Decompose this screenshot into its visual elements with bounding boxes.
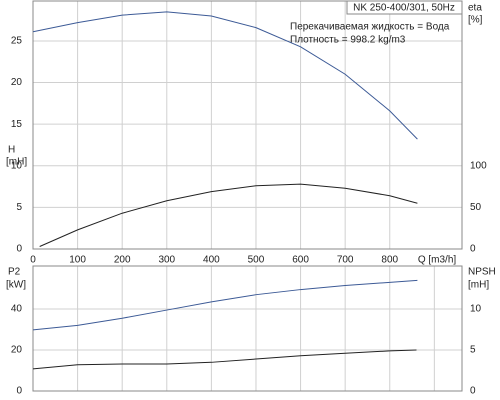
y-tick-label: 25 <box>11 36 23 47</box>
y-tick-label: 5 <box>16 202 22 213</box>
chart-title: NK 250-400/301, 50Hz <box>353 3 455 14</box>
y-axis-unit: [kW] <box>6 280 26 291</box>
y-tick-label: 20 <box>11 345 23 356</box>
y2-tick-label: 100 <box>470 160 487 171</box>
x-tick-label: 400 <box>203 255 220 266</box>
y-axis-label: P2 <box>8 267 21 278</box>
curve <box>32 349 417 370</box>
x-tick-label: 500 <box>248 255 265 266</box>
plot-frame <box>32 0 463 250</box>
x-tick-label: 100 <box>69 255 86 266</box>
y2-tick-label: 10 <box>470 304 482 315</box>
title-box <box>346 0 463 15</box>
x-tick-label: 200 <box>114 255 131 266</box>
y-axis-unit: [mH] <box>6 157 27 168</box>
y-axis-label: H <box>8 145 15 156</box>
curve <box>32 279 418 331</box>
y2-tick-label: 0 <box>470 386 476 397</box>
plot-frame <box>32 265 463 392</box>
y2-axis-unit: [mH] <box>468 280 489 291</box>
x-axis-label: Q [m3/h] <box>418 255 457 266</box>
curve <box>39 183 418 247</box>
y-tick-label: 0 <box>16 386 22 397</box>
y-tick-label: 20 <box>11 77 23 88</box>
x-tick-label: 600 <box>292 255 309 266</box>
curve <box>32 11 418 140</box>
y-tick-label: 15 <box>11 119 23 130</box>
y2-axis-label: NPSH <box>468 267 496 278</box>
y-tick-label: 10 <box>11 160 23 171</box>
y2-tick-label: 50 <box>470 202 482 213</box>
y-tick-label: 40 <box>11 304 23 315</box>
x-tick-label: 300 <box>158 255 175 266</box>
y2-tick-label: 0 <box>470 244 476 255</box>
x-tick-label: 800 <box>381 255 398 266</box>
y2-axis-unit: [%] <box>468 15 483 26</box>
annotation: Перекачиваемая жидкость = Вода <box>290 22 450 33</box>
y-tick-label: 0 <box>16 244 22 255</box>
x-tick-label: 700 <box>337 255 354 266</box>
annotation: Плотность = 998.2 kg/m3 <box>290 35 406 46</box>
x-tick-label: 0 <box>30 255 36 266</box>
y2-axis-label: eta <box>468 3 482 14</box>
y2-tick-label: 5 <box>470 345 476 356</box>
